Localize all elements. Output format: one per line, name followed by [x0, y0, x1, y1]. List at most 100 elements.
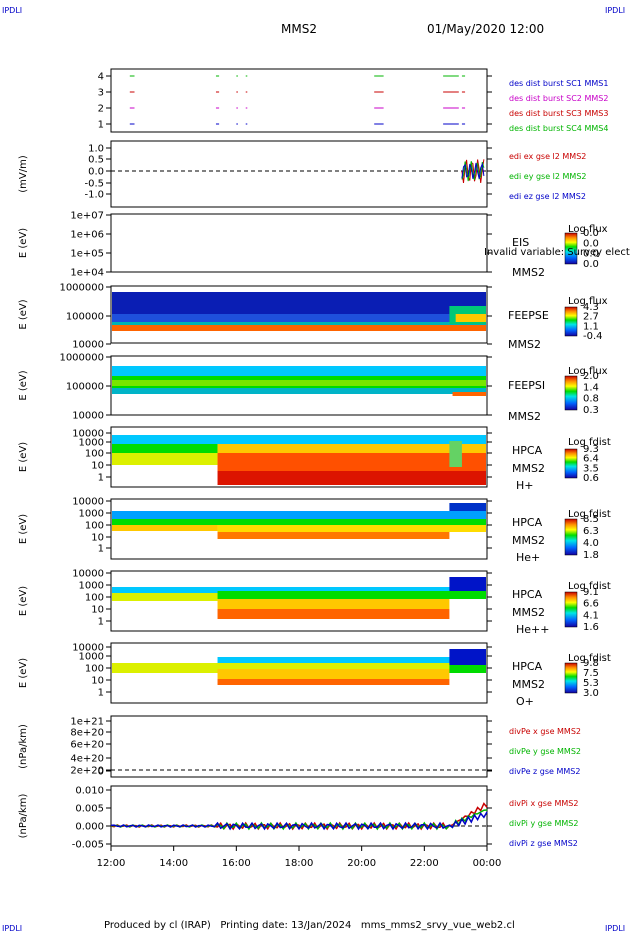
- y-tick-label: 1: [98, 688, 104, 699]
- y-axis-label: E (eV): [18, 442, 29, 472]
- colorbar-tick-label: 3.0: [583, 688, 599, 699]
- panel-frame: [110, 140, 488, 208]
- colorbar-tick-label: 0.0: [583, 259, 599, 270]
- corner-label-tr: IPDLI: [605, 6, 626, 15]
- panel-frame: [110, 715, 488, 778]
- y-tick-label: 1e+04: [70, 268, 104, 279]
- x-tick-label: 14:00: [159, 858, 188, 869]
- panel-label: MMS2: [512, 606, 545, 619]
- y-tick-label: 1e+06: [70, 230, 104, 241]
- heatmap-band: [112, 314, 450, 322]
- colorbar-tick-label: 9.3: [583, 444, 599, 455]
- corner-label-br: IPDLI: [605, 924, 626, 933]
- y-tick-label: 10: [91, 676, 104, 687]
- edi-trace: [461, 161, 485, 182]
- heatmap-band: [112, 444, 218, 453]
- y-tick-label: 4e+20: [70, 754, 104, 765]
- panel-hpca_he2: [106, 570, 578, 632]
- panel-feepse: [106, 285, 578, 345]
- y-tick-label: 10000: [72, 497, 104, 508]
- heatmap-band: [112, 453, 218, 465]
- legend-entry: divPi z gse MMS2: [509, 839, 578, 848]
- legend-entry: divPi y gse MMS2: [509, 819, 578, 828]
- panel-frame: [110, 285, 488, 344]
- legend-entry: divPi x gse MMS2: [509, 799, 578, 808]
- colorbar-tick-label: 0.8: [583, 394, 599, 405]
- colorbar: [564, 306, 578, 337]
- colorbar-title: Log fdist: [568, 509, 611, 520]
- colorbar: [564, 591, 578, 628]
- heatmap-band: [112, 435, 486, 444]
- legend-entry: edi ey gse l2 MMS2: [509, 172, 587, 181]
- y-tick-label: 2: [98, 104, 104, 115]
- colorbar-tick-label: 6.6: [583, 599, 599, 610]
- x-tick-label: 00:00: [473, 858, 502, 869]
- y-tick-label: -0.5: [84, 179, 104, 190]
- corner-label-bl: IPDLI: [2, 924, 23, 933]
- y-axis-label: E (eV): [18, 586, 29, 616]
- heatmap-band: [112, 511, 486, 519]
- colorbar-title: Log flux: [568, 296, 608, 307]
- y-tick-label: 10: [91, 605, 104, 616]
- colorbar-title: Log fdist: [568, 581, 611, 592]
- colorbar-tick-label: 4.3: [583, 302, 599, 313]
- legend-entry: divPe z gse MMS2: [509, 767, 580, 776]
- colorbar-tick-label: 0.0: [583, 249, 599, 260]
- footer-credit: Produced by cl (IRAP) Printing date: 13/…: [104, 920, 515, 931]
- x-tick-label: 22:00: [410, 858, 439, 869]
- colorbar: [564, 375, 578, 411]
- x-tick-label: 12:00: [97, 858, 126, 869]
- legend-entry: des dist burst SC4 MMS4: [509, 124, 608, 133]
- y-tick-label: 1e+07: [70, 211, 104, 222]
- y-tick-label: 1: [98, 473, 104, 484]
- panel-label: MMS2: [508, 338, 541, 351]
- heatmap-band: [112, 519, 486, 525]
- y-tick-label: 0: [98, 767, 104, 778]
- panel-label: MMS2: [508, 410, 541, 423]
- y-tick-label: 0.005: [75, 804, 104, 815]
- colorbar-tick-label: 7.5: [583, 668, 599, 679]
- panel-label: HPCA: [512, 660, 543, 673]
- heatmap-band: [112, 593, 218, 601]
- y-tick-label: 3: [98, 88, 104, 99]
- colorbar-tick-label: 0.0: [583, 228, 599, 239]
- panel-label: He+: [516, 551, 540, 564]
- panel-hpca_he1: [106, 498, 578, 560]
- heatmap-band: [112, 322, 486, 325]
- colorbar-tick-label: 0.0: [583, 238, 599, 249]
- colorbar-tick-label: 0.3: [583, 405, 599, 416]
- panel-eis: [106, 213, 578, 273]
- panel-label: EIS: [512, 236, 529, 249]
- colorbar-tick-label: 8.5: [583, 514, 599, 525]
- panel-label: HPCA: [512, 444, 543, 457]
- panel-label: MMS2: [512, 678, 545, 691]
- heatmap-band: [217, 591, 487, 599]
- y-axis-label: E (eV): [18, 228, 29, 258]
- y-tick-label: 2e+20: [70, 766, 104, 777]
- colorbar-tick-label: 0.6: [583, 473, 599, 484]
- y-tick-label: 0.000: [75, 822, 104, 833]
- y-tick-label: 10000: [72, 340, 104, 351]
- panel-label: MMS2: [512, 266, 545, 279]
- colorbar-tick-label: 6.4: [583, 454, 599, 465]
- legend-entry: des dist burst SC1 MMS1: [509, 79, 608, 88]
- colorbar-tick-label: 2.0: [583, 371, 599, 382]
- colorbar-tick-label: 4.1: [583, 610, 599, 621]
- edi-trace: [461, 162, 485, 179]
- y-tick-label: 1000: [79, 652, 104, 663]
- y-tick-label: 100000: [66, 382, 104, 393]
- panel-label: O+: [516, 695, 534, 708]
- y-tick-label: 0.5: [88, 155, 104, 166]
- panel-frame: [110, 642, 488, 704]
- panel-divpe: [106, 715, 492, 778]
- panel-edi: [106, 140, 492, 208]
- y-tick-label: 1000: [79, 581, 104, 592]
- heatmap-band: [217, 471, 487, 485]
- panel-label: HPCA: [512, 516, 543, 529]
- heatmap-band: [217, 525, 487, 532]
- legend-entry: edi ex gse l2 MMS2: [509, 152, 586, 161]
- colorbar: [564, 448, 578, 479]
- colorbar-tick-label: 1.6: [583, 622, 599, 633]
- y-tick-label: -1.0: [84, 190, 104, 201]
